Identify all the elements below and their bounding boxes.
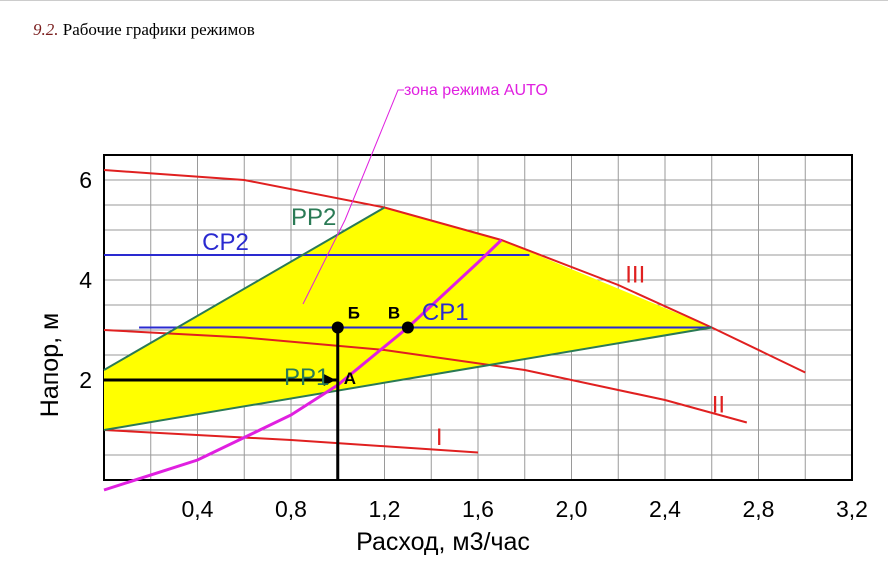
y-tick-label: 4 bbox=[79, 267, 92, 293]
curve-label: РР2 bbox=[291, 204, 336, 231]
y-axis-title: Напор, м bbox=[36, 313, 64, 417]
x-tick-label: 1,6 bbox=[462, 496, 494, 522]
curve-label: СР2 bbox=[202, 229, 249, 256]
top-divider bbox=[0, 0, 888, 1]
curve-label: СР1 bbox=[422, 299, 469, 326]
tick-labels: 0,4 0,8 1,2 1,6 2,0 2,4 2,8 3,2 2 4 6 bbox=[79, 167, 868, 522]
x-tick-label: 0,8 bbox=[275, 496, 307, 522]
point-label: Б bbox=[348, 304, 360, 323]
x-tick-label: 0,4 bbox=[182, 496, 214, 522]
section-title: Рабочие графики режимов bbox=[62, 20, 255, 39]
curve-label: I bbox=[436, 424, 443, 451]
x-tick-label: 1,2 bbox=[369, 496, 401, 522]
x-axis-title: Расход, м3/час bbox=[356, 528, 530, 556]
point-marker bbox=[401, 321, 414, 334]
point-marker bbox=[331, 321, 344, 334]
curve-label: III bbox=[625, 262, 645, 289]
x-tick-label: 2,8 bbox=[743, 496, 775, 522]
section-heading: 9.2. Рабочие графики режимов bbox=[33, 20, 255, 40]
y-tick-label: 6 bbox=[79, 167, 92, 193]
points: Б В А bbox=[331, 304, 414, 388]
x-tick-label: 2,0 bbox=[556, 496, 588, 522]
x-tick-label: 3,2 bbox=[836, 496, 868, 522]
curve-ii bbox=[103, 329, 748, 424]
guide-arrow bbox=[323, 374, 336, 386]
curve-i bbox=[103, 429, 479, 454]
curve-label: II bbox=[712, 392, 725, 419]
auto-zone bbox=[104, 207, 712, 430]
guide-lines bbox=[104, 327, 340, 480]
auto-zone-area bbox=[104, 207, 712, 430]
section-number: 9.2. bbox=[33, 20, 59, 39]
curve-label: РР1 bbox=[284, 364, 329, 391]
auto-zone-annotation: зона режима AUTO bbox=[404, 82, 548, 99]
x-tick-label: 2,4 bbox=[649, 496, 681, 522]
curve-рр1 bbox=[103, 326, 712, 431]
plot-frame bbox=[103, 154, 853, 481]
point-label: А bbox=[344, 369, 356, 388]
y-tick-label: 2 bbox=[79, 367, 92, 393]
annotation-leader bbox=[302, 89, 404, 305]
point-label: В bbox=[388, 304, 400, 323]
